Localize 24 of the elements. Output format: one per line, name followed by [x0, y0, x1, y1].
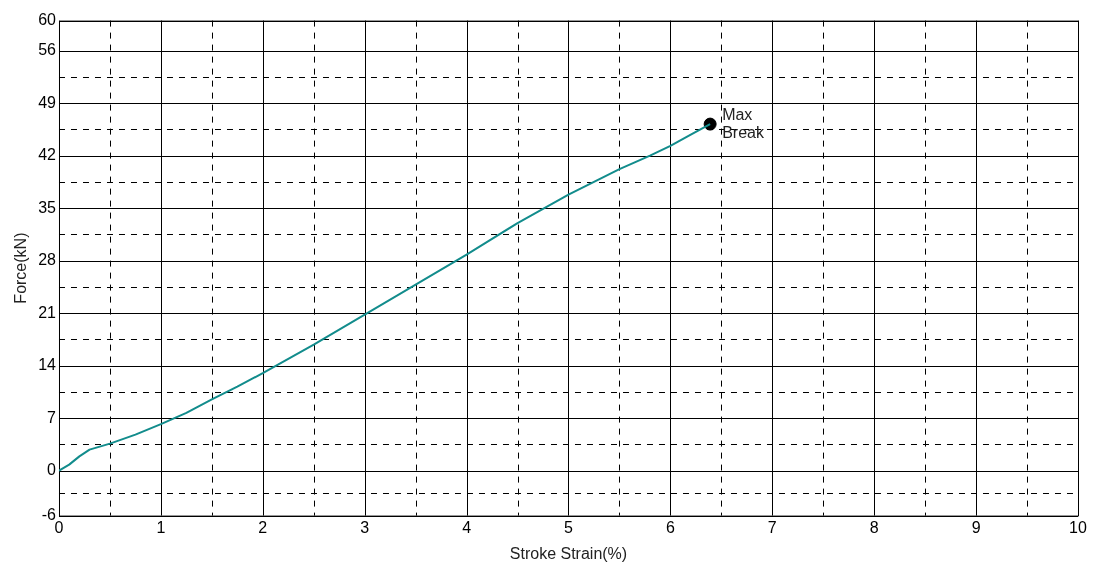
y-tick-label: 21: [38, 303, 57, 321]
x-tick-label: 4: [462, 518, 472, 536]
y-tick-label: 0: [47, 461, 57, 479]
y-tick-label: 28: [38, 251, 57, 269]
x-tick-label: 8: [869, 518, 879, 536]
x-tick-label: 2: [258, 518, 268, 536]
x-tick-label: 10: [1069, 518, 1087, 536]
x-tick-label: 6: [665, 518, 675, 536]
x-axis-title: Stroke Strain(%): [509, 544, 628, 562]
x-tick-label: 9: [971, 518, 981, 536]
y-tick-label: 60: [38, 11, 57, 29]
y-tick-label: 14: [38, 356, 57, 374]
y-tick-label: 7: [47, 408, 57, 426]
x-tick-label: 1: [156, 518, 166, 536]
x-tick-label: 3: [360, 518, 370, 536]
y-tick-label: 42: [38, 146, 57, 164]
annotation: Break: [722, 123, 765, 141]
x-tick-label: 5: [564, 518, 574, 536]
y-axis-title: Force(kN): [12, 232, 30, 304]
x-tick-label: 7: [767, 518, 777, 536]
y-tick-label: 35: [38, 198, 57, 216]
y-tick-label: 56: [38, 41, 57, 59]
annotation: Max: [722, 105, 753, 123]
y-tick-label: 49: [38, 93, 57, 111]
